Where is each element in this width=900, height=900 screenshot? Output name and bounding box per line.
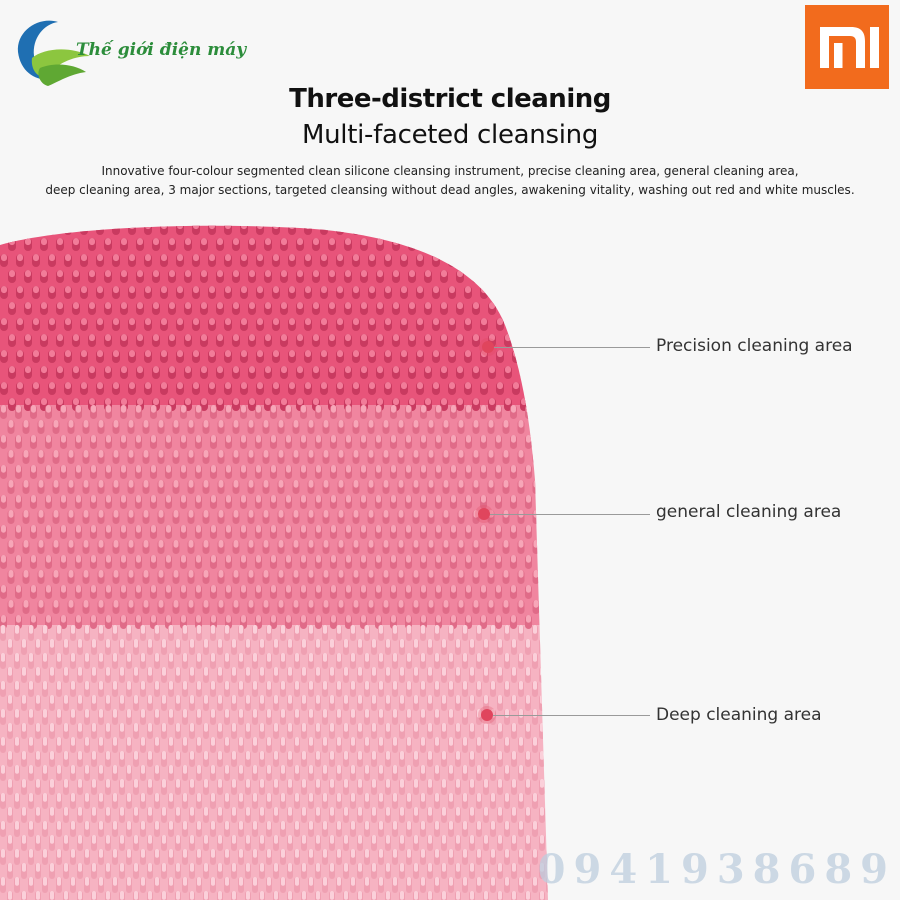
- callout-label: general cleaning area: [656, 502, 842, 522]
- callout-dot: [482, 341, 494, 353]
- callout-line: [494, 347, 650, 348]
- callout-dot: [481, 709, 493, 721]
- mi-logo-icon: [805, 5, 889, 89]
- callout-line: [490, 514, 650, 515]
- page-title: Three-district cleaning: [289, 84, 611, 114]
- callout-dot: [478, 508, 490, 520]
- callout-line: [493, 715, 650, 716]
- leaf-swirl-icon: [17, 20, 90, 86]
- callout-label: Deep cleaning area: [656, 705, 822, 725]
- store-logo: Thế giới điện máy: [10, 12, 250, 92]
- description: Innovative four-colour segmented clean s…: [0, 162, 900, 200]
- description-line: deep cleaning area, 3 major sections, ta…: [45, 183, 855, 197]
- description-line: Innovative four-colour segmented clean s…: [101, 164, 799, 178]
- store-name: Thế giới điện máy: [76, 40, 247, 60]
- callout-label: Precision cleaning area: [656, 336, 853, 356]
- page-subtitle: Multi-faceted cleansing: [301, 120, 599, 150]
- phone-watermark: 0941938689: [537, 846, 896, 893]
